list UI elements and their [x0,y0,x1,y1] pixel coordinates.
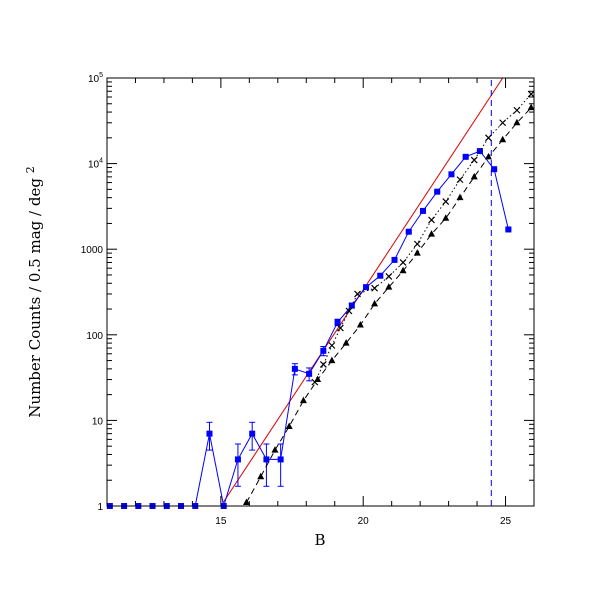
data-point-triangle [356,321,364,328]
x-tick-label: 20 [358,516,370,527]
data-point-cross [442,198,450,206]
data-point-triangle [242,498,250,505]
plot-frame [106,77,535,507]
x-tick-labels: 15 20 25 [215,516,511,527]
data-point-square [263,456,270,463]
data-point-triangle [342,339,350,346]
data-point-cross [311,378,319,386]
data-point-square [206,430,213,437]
data-point-triangle [428,230,436,237]
data-point-triangle [513,118,521,126]
data-point-cross [413,240,421,248]
data-point-cross [354,290,361,298]
data-point-cross [319,361,327,368]
data-point-cross [337,324,344,332]
data-point-square [249,430,256,437]
data-point-cross [385,273,393,280]
data-point-square [234,456,241,463]
data-point-square [306,370,313,377]
x-axis-title: B [314,531,325,549]
data-point-triangle [456,193,464,201]
data-point-square [320,347,327,354]
data-point-cross [485,134,492,142]
y-tick-label: 10 [92,416,104,427]
data-point-square [419,207,426,214]
series-layer [106,90,535,509]
y-tick-label-base: 10 [88,160,100,171]
data-point-cross [470,156,478,164]
data-point-triangle [470,172,478,180]
data-point-cross [328,342,336,349]
data-point-square [405,228,412,235]
data-point-triangle [399,266,407,274]
data-point-triangle [385,283,393,290]
data-point-square [377,272,384,279]
y-tick-label: 104 [88,158,103,171]
data-point-square [505,226,512,233]
data-point-cross [345,307,353,315]
data-point-triangle [271,446,279,453]
y-tick-label: 1000 [81,245,104,256]
y-tick-label-exponent: 4 [99,158,103,165]
data-point-square [363,284,370,291]
data-point-square [334,319,341,326]
y-axis-title: Number Counts / 0.5 mag / deg 2 [24,166,44,417]
data-point-square [434,188,441,195]
x-tick-label: 15 [215,516,227,527]
y-tick-label: 100 [86,331,103,342]
data-point-cross [456,176,464,184]
data-point-square [476,148,483,155]
data-point-cross [428,216,435,224]
data-point-square [391,256,398,263]
y-tick-label: 1 [97,502,103,513]
data-point-square [448,171,455,178]
data-point-square [491,166,498,173]
data-point-cross [499,119,507,127]
data-point-triangle [257,472,265,480]
data-point-triangle [328,356,336,364]
y-tick-label-exponent: 5 [99,72,103,79]
data-point-triangle [285,422,293,429]
data-point-triangle [413,249,421,256]
tick-marks [106,78,535,507]
series-black-crosses-dotted [311,90,535,386]
data-point-square [462,153,469,160]
data-point-cross [527,90,535,98]
data-point-cross [513,106,521,114]
y-tick-label-base: 10 [88,74,100,85]
y-tick-label: 105 [88,72,103,85]
x-tick-label: 25 [500,516,512,527]
data-point-triangle [299,396,307,404]
data-point-cross [371,284,379,292]
data-point-square [277,456,284,463]
data-point-triangle [371,299,379,307]
series-line [246,107,532,503]
data-point-cross [399,259,407,266]
data-point-triangle [499,135,507,143]
data-point-square [291,365,298,372]
data-point-triangle [484,152,492,160]
y-axis-title-exponent: 2 [24,166,37,173]
data-point-triangle [442,214,450,221]
series-black-triangles-dashed [242,103,535,505]
y-axis-title-main: Number Counts / 0.5 mag / deg [26,173,44,417]
data-point-triangle [527,103,535,111]
